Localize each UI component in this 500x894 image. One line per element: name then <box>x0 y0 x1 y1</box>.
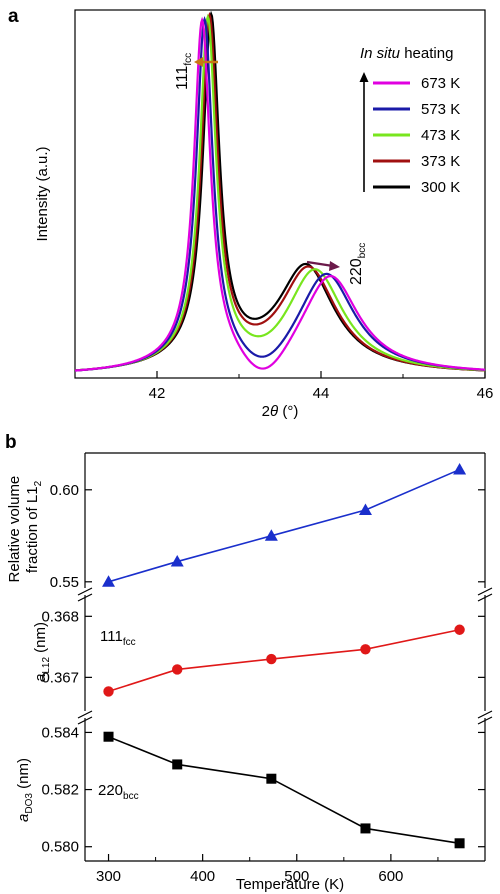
label-sub: fcc <box>123 637 136 648</box>
ylabel-sub: DO3 <box>24 793 35 814</box>
series-line <box>108 735 460 845</box>
legend-title-italic: In situ <box>360 45 401 62</box>
panel-a-xlabel: 2θ (°) <box>262 403 299 420</box>
x-tick-label: 44 <box>313 385 330 402</box>
data-point-triangle <box>102 575 116 587</box>
ylabel-subscript: 2 <box>33 480 44 486</box>
break-right-2b <box>477 716 493 725</box>
y-tick-label: 0.584 <box>41 724 79 741</box>
x-tick-label: 46 <box>477 385 494 402</box>
legend-rows: 673 K 573 K 473 K 373 K 300 K <box>373 75 460 196</box>
label-main: 111 <box>100 628 123 645</box>
data-point-square <box>266 773 277 784</box>
break-left-2a <box>77 710 93 719</box>
data-point-circle <box>172 664 183 675</box>
break-right-2a <box>477 710 493 719</box>
subplot-2-label: 111fcc <box>100 628 136 648</box>
panel-a-xrd-chart: a 42 44 46 Intensity (a.u.) 2θ (°) 111fcc … <box>8 6 493 420</box>
data-point-circle <box>360 644 371 655</box>
xlabel-number: 2 <box>262 403 270 420</box>
data-point-triangle <box>358 503 372 516</box>
peak-label-111fcc: 111fcc <box>174 53 194 90</box>
panel-b-x-ticks: 300 400 500 600 <box>96 854 439 885</box>
legend-label: 673 K <box>421 75 460 92</box>
ylabel-a: a <box>32 674 49 682</box>
peak-label-220-main: 220 <box>348 258 365 285</box>
peak-label-111-sub: fcc <box>183 53 194 66</box>
break-right-1b <box>477 593 493 602</box>
data-point-triangle <box>264 529 278 541</box>
xrd-curve-673K <box>74 16 486 372</box>
data-point-triangle <box>170 555 184 567</box>
ylabel-line-1: Relative volume <box>6 476 23 583</box>
x-tick-label: 600 <box>378 868 403 885</box>
x-tick-label: 500 <box>284 868 309 885</box>
axis-break-marks <box>77 587 493 725</box>
legend-heating-arrowhead <box>359 72 369 82</box>
panel-b-xlabel: Temperature (K) <box>236 876 344 893</box>
peak-label-220bcc: 220bcc <box>348 243 368 285</box>
data-point-square <box>103 731 114 742</box>
x-tick-label: 300 <box>96 868 121 885</box>
break-right-1a <box>477 587 493 596</box>
xlabel-theta: θ <box>270 403 278 420</box>
y-tick-label: 0.582 <box>41 782 79 799</box>
series-line <box>108 628 460 693</box>
subplot-3-label: 220bcc <box>98 782 139 802</box>
peak-arrow-220-head <box>329 261 340 271</box>
peak-label-111-main: 111 <box>174 66 191 90</box>
data-point-circle <box>454 624 465 635</box>
y-tick-label: 0.367 <box>41 669 79 686</box>
legend-label: 573 K <box>421 101 460 118</box>
peak-label-220-sub: bcc <box>357 243 368 259</box>
ylabel-unit: (nm) <box>15 758 32 793</box>
ylabel-unit: (nm) <box>32 622 49 657</box>
panel-b-chart: b 300 400 500 600 0.550.600.3670.3680.5800.… <box>5 432 493 893</box>
ylabel-sub: L12 <box>41 657 52 674</box>
xlabel-unit: (°) <box>278 403 298 420</box>
panel-a-x-ticks: 42 44 46 <box>74 371 494 402</box>
subplot-3: 0.580 0.582 0.584 <box>41 724 485 856</box>
panel-b-subplots: 0.55 0.60 0.367 0.368 0.580 0.582 0.584 <box>41 463 485 856</box>
x-tick-label: 400 <box>190 868 215 885</box>
data-point-circle <box>103 686 114 697</box>
break-left-1b <box>77 593 93 602</box>
ylabel-line-2: fraction of L1 <box>24 486 41 573</box>
subplot-3-ylabel: aDO3 (nm) <box>15 758 35 822</box>
subplot-2-ylabel: aL12 (nm) <box>32 622 52 682</box>
data-point-triangle <box>453 463 467 475</box>
break-left-1a <box>77 587 93 596</box>
label-main: 220 <box>98 782 123 799</box>
data-point-square <box>360 823 371 834</box>
ylabel-a: a <box>15 814 32 822</box>
peak-arrow-111-head <box>194 57 203 67</box>
data-point-square <box>172 759 183 770</box>
legend-label: 300 K <box>421 179 460 196</box>
subplot-1: 0.55 0.60 <box>50 463 485 591</box>
panel-a-curves <box>74 10 486 372</box>
peak-arrow-220-shaft <box>306 260 334 268</box>
legend-title-rest: heating <box>400 45 453 62</box>
panel-a-ylabel: Intensity (a.u.) <box>34 146 51 241</box>
legend-label: 373 K <box>421 153 460 170</box>
legend-title: In situ heating <box>360 45 453 62</box>
y-tick-label: 0.60 <box>50 482 79 499</box>
y-tick-label: 0.580 <box>41 839 79 856</box>
break-left-2b <box>77 716 93 725</box>
panel-a-plot-frame <box>74 9 486 379</box>
data-point-square <box>454 838 465 849</box>
series-line <box>108 468 460 583</box>
data-point-circle <box>266 653 277 665</box>
panel-b-letter: b <box>5 432 17 453</box>
label-sub: bcc <box>123 791 139 802</box>
legend-label: 473 K <box>421 127 460 144</box>
panel-a-legend: In situ heating 673 K 573 K 473 K 373 K 300 … <box>359 45 460 196</box>
subplot-2: 0.367 0.368 <box>41 608 485 697</box>
panel-a-letter: a <box>8 6 19 27</box>
y-tick-label: 0.55 <box>50 574 79 591</box>
x-tick-label: 42 <box>149 385 166 402</box>
subplot-1-ylabel: Relative volume fraction of L12 <box>6 472 44 583</box>
y-tick-label: 0.368 <box>41 608 79 625</box>
